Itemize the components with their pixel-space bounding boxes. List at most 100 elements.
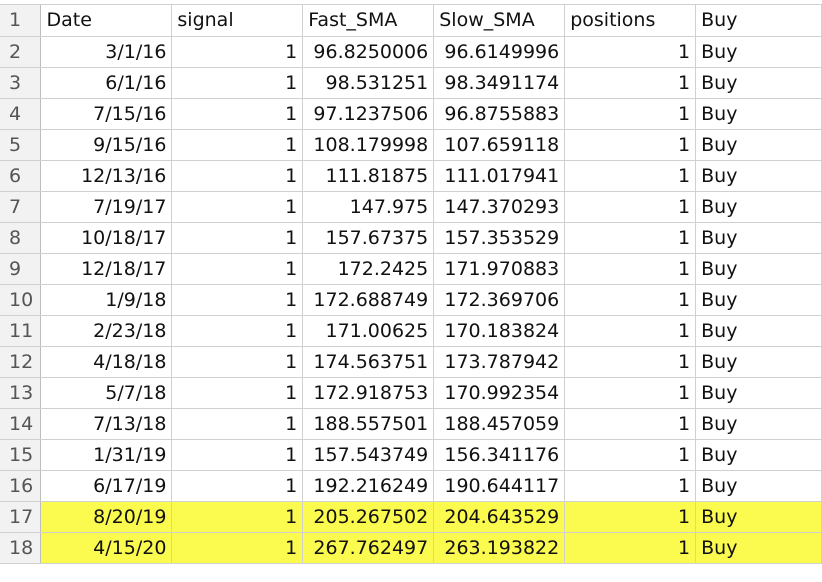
cell-signal[interactable]: 1 xyxy=(171,222,304,254)
cell-fast-sma[interactable]: 192.216249 xyxy=(302,470,435,502)
cell-positions[interactable]: 1 xyxy=(564,532,697,564)
cell-signal[interactable]: 1 xyxy=(171,160,304,192)
cell-slow-sma[interactable]: 111.017941 xyxy=(433,160,566,192)
cell-signal[interactable]: 1 xyxy=(171,315,304,347)
cell-buy[interactable]: Buy xyxy=(695,67,822,99)
row-header[interactable]: 12 xyxy=(0,346,42,378)
cell-buy[interactable]: Buy xyxy=(695,470,822,502)
cell-positions[interactable]: 1 xyxy=(564,160,697,192)
cell-fast-sma[interactable]: 108.179998 xyxy=(302,129,435,161)
cell-buy[interactable]: Buy xyxy=(695,129,822,161)
cell-date[interactable]: 4/15/20 xyxy=(40,532,173,564)
cell-fast-sma[interactable]: 171.00625 xyxy=(302,315,435,347)
cell-buy[interactable]: Buy xyxy=(695,253,822,285)
row-header[interactable]: 16 xyxy=(0,470,42,502)
header-cell-signal[interactable]: signal xyxy=(171,5,304,37)
cell-slow-sma[interactable]: 157.353529 xyxy=(433,222,566,254)
cell-signal[interactable]: 1 xyxy=(171,470,304,502)
cell-positions[interactable]: 1 xyxy=(564,36,697,68)
cell-buy[interactable]: Buy xyxy=(695,346,822,378)
cell-date[interactable]: 6/17/19 xyxy=(40,470,173,502)
cell-date[interactable]: 2/23/18 xyxy=(40,315,173,347)
cell-signal[interactable]: 1 xyxy=(171,191,304,223)
cell-fast-sma[interactable]: 98.531251 xyxy=(302,67,435,99)
cell-buy[interactable]: Buy xyxy=(695,284,822,316)
cell-fast-sma[interactable]: 157.543749 xyxy=(302,439,435,471)
cell-signal[interactable]: 1 xyxy=(171,129,304,161)
row-header[interactable]: 18 xyxy=(0,532,42,564)
cell-buy[interactable]: Buy xyxy=(695,408,822,440)
cell-buy[interactable]: Buy xyxy=(695,160,822,192)
cell-positions[interactable]: 1 xyxy=(564,191,697,223)
row-header[interactable]: 7 xyxy=(0,191,42,223)
cell-fast-sma[interactable]: 205.267502 xyxy=(302,501,435,533)
cell-positions[interactable]: 1 xyxy=(564,439,697,471)
cell-buy[interactable]: Buy xyxy=(695,439,822,471)
cell-positions[interactable]: 1 xyxy=(564,408,697,440)
cell-signal[interactable]: 1 xyxy=(171,98,304,130)
row-header[interactable]: 17 xyxy=(0,501,42,533)
row-header[interactable]: 9 xyxy=(0,253,42,285)
row-header[interactable]: 15 xyxy=(0,439,42,471)
cell-slow-sma[interactable]: 96.6149996 xyxy=(433,36,566,68)
cell-positions[interactable]: 1 xyxy=(564,67,697,99)
cell-signal[interactable]: 1 xyxy=(171,284,304,316)
cell-signal[interactable]: 1 xyxy=(171,346,304,378)
header-cell-positions[interactable]: positions xyxy=(564,5,697,37)
cell-slow-sma[interactable]: 147.370293 xyxy=(433,191,566,223)
cell-positions[interactable]: 1 xyxy=(564,470,697,502)
cell-positions[interactable]: 1 xyxy=(564,129,697,161)
cell-date[interactable]: 3/1/16 xyxy=(40,36,173,68)
row-header[interactable]: 4 xyxy=(0,98,42,130)
row-header[interactable]: 6 xyxy=(0,160,42,192)
cell-signal[interactable]: 1 xyxy=(171,67,304,99)
cell-buy[interactable]: Buy xyxy=(695,501,822,533)
cell-fast-sma[interactable]: 96.8250006 xyxy=(302,36,435,68)
row-header[interactable]: 2 xyxy=(0,36,42,68)
cell-date[interactable]: 5/7/18 xyxy=(40,377,173,409)
cell-date[interactable]: 8/20/19 xyxy=(40,501,173,533)
cell-date[interactable]: 12/18/17 xyxy=(40,253,173,285)
cell-slow-sma[interactable]: 190.644117 xyxy=(433,470,566,502)
cell-fast-sma[interactable]: 97.1237506 xyxy=(302,98,435,130)
cell-slow-sma[interactable]: 170.183824 xyxy=(433,315,566,347)
cell-date[interactable]: 1/9/18 xyxy=(40,284,173,316)
row-header[interactable]: 1 xyxy=(0,5,42,37)
cell-fast-sma[interactable]: 172.918753 xyxy=(302,377,435,409)
cell-slow-sma[interactable]: 96.8755883 xyxy=(433,98,566,130)
cell-date[interactable]: 9/15/16 xyxy=(40,129,173,161)
cell-fast-sma[interactable]: 174.563751 xyxy=(302,346,435,378)
cell-signal[interactable]: 1 xyxy=(171,501,304,533)
cell-buy[interactable]: Buy xyxy=(695,532,822,564)
cell-date[interactable]: 4/18/18 xyxy=(40,346,173,378)
cell-positions[interactable]: 1 xyxy=(564,222,697,254)
cell-date[interactable]: 12/13/16 xyxy=(40,160,173,192)
row-header[interactable]: 13 xyxy=(0,377,42,409)
cell-slow-sma[interactable]: 263.193822 xyxy=(433,532,566,564)
cell-slow-sma[interactable]: 170.992354 xyxy=(433,377,566,409)
cell-slow-sma[interactable]: 188.457059 xyxy=(433,408,566,440)
cell-date[interactable]: 6/1/16 xyxy=(40,67,173,99)
cell-buy[interactable]: Buy xyxy=(695,36,822,68)
cell-date[interactable]: 10/18/17 xyxy=(40,222,173,254)
header-cell-buy[interactable]: Buy xyxy=(695,5,822,37)
cell-slow-sma[interactable]: 107.659118 xyxy=(433,129,566,161)
cell-date[interactable]: 7/13/18 xyxy=(40,408,173,440)
row-header[interactable]: 8 xyxy=(0,222,42,254)
row-header[interactable]: 10 xyxy=(0,284,42,316)
cell-buy[interactable]: Buy xyxy=(695,315,822,347)
cell-buy[interactable]: Buy xyxy=(695,377,822,409)
cell-date[interactable]: 1/31/19 xyxy=(40,439,173,471)
cell-slow-sma[interactable]: 173.787942 xyxy=(433,346,566,378)
cell-fast-sma[interactable]: 157.67375 xyxy=(302,222,435,254)
row-header[interactable]: 3 xyxy=(0,67,42,99)
cell-signal[interactable]: 1 xyxy=(171,532,304,564)
cell-fast-sma[interactable]: 111.81875 xyxy=(302,160,435,192)
cell-fast-sma[interactable]: 172.688749 xyxy=(302,284,435,316)
cell-date[interactable]: 7/15/16 xyxy=(40,98,173,130)
row-header[interactable]: 5 xyxy=(0,129,42,161)
cell-positions[interactable]: 1 xyxy=(564,98,697,130)
header-cell-date[interactable]: Date xyxy=(40,5,173,37)
cell-slow-sma[interactable]: 98.3491174 xyxy=(433,67,566,99)
row-header[interactable]: 14 xyxy=(0,408,42,440)
